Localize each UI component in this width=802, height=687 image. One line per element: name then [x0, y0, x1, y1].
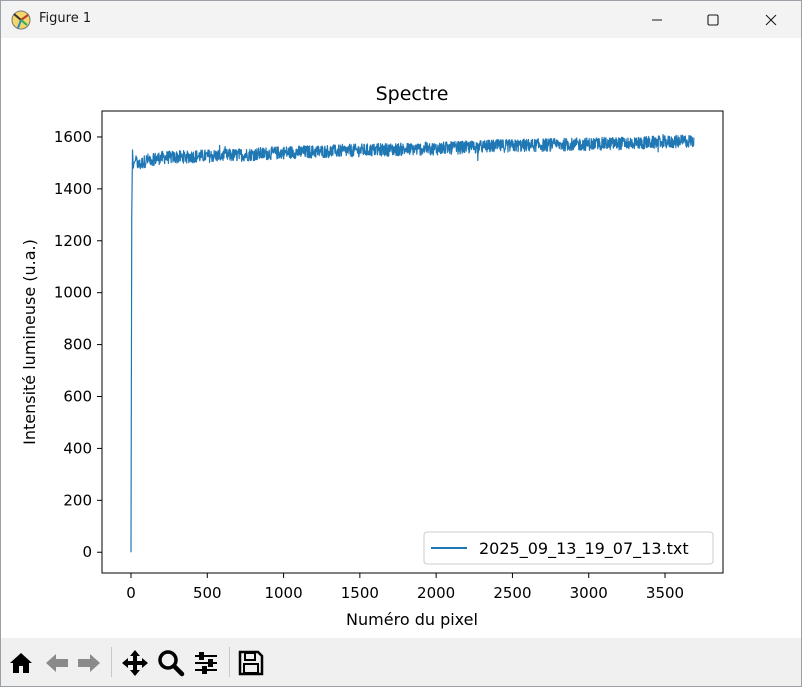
series-line-0 [130, 134, 695, 553]
save-button[interactable] [235, 647, 267, 679]
back-arrow-icon [46, 654, 68, 672]
move-icon [122, 650, 148, 676]
navigation-toolbar [1, 638, 801, 686]
x-tick-label: 3000 [570, 584, 608, 602]
toolbar-separator [111, 647, 112, 677]
minimize-button[interactable] [629, 1, 685, 38]
legend-box [423, 531, 714, 565]
configure-subplots-button[interactable] [190, 647, 222, 679]
y-axis-label: Intensité lumineuse (u.a.) [20, 239, 39, 445]
zoom-button[interactable] [155, 647, 187, 679]
x-tick-label: 1000 [264, 584, 302, 602]
y-tick-label: 600 [63, 388, 92, 406]
plot-lines [130, 134, 695, 553]
y-tick-label: 800 [63, 336, 92, 354]
window-title: Figure 1 [39, 11, 92, 26]
matplotlib-app-icon [10, 9, 32, 31]
maximize-icon [707, 13, 719, 26]
title-bar[interactable]: Figure 1 [1, 1, 801, 38]
y-tick-label: 1200 [54, 232, 92, 250]
line-chart[interactable]: 0 500 1000 1500 2000 2500 3000 3500 0 200 400 600 80… [1, 38, 801, 636]
axes-frame [101, 110, 724, 574]
back-button[interactable] [41, 647, 73, 679]
magnifier-icon [158, 650, 185, 677]
x-tick-label: 500 [193, 584, 222, 602]
chart-title: Spectre [376, 83, 449, 105]
minimize-icon [652, 19, 662, 20]
close-button[interactable] [743, 1, 799, 38]
toolbar-separator [229, 647, 230, 677]
y-tick-label: 1400 [54, 180, 92, 198]
forward-arrow-icon [78, 654, 100, 672]
forward-button[interactable] [73, 647, 105, 679]
home-button[interactable] [5, 647, 37, 679]
x-axis-label: Numéro du pixel [346, 610, 478, 629]
figure-canvas[interactable]: 0 500 1000 1500 2000 2500 3000 3500 0 200 400 600 80… [1, 38, 801, 636]
home-icon [10, 653, 32, 673]
sliders-icon [195, 652, 217, 674]
y-tick-label: 1000 [54, 284, 92, 302]
y-tick-label: 400 [63, 439, 92, 457]
x-tick-label: 2500 [493, 584, 531, 602]
floppy-disk-icon [238, 650, 264, 676]
x-tick-label: 0 [126, 584, 136, 602]
pan-button[interactable] [119, 647, 151, 679]
x-tick-label: 1500 [341, 584, 379, 602]
close-icon [765, 14, 777, 25]
y-tick-label: 1600 [54, 128, 92, 146]
x-tick-label: 2000 [417, 584, 455, 602]
maximize-button[interactable] [685, 1, 741, 38]
y-tick-label: 0 [82, 543, 92, 561]
legend-label: 2025_09_13_19_07_13.txt [479, 539, 689, 559]
y-tick-label: 200 [63, 491, 92, 509]
legend: 2025_09_13_19_07_13.txt [423, 531, 714, 565]
x-tick-label: 3500 [646, 584, 684, 602]
axis-ticks: 0 500 1000 1500 2000 2500 3000 3500 0 200 400 600 80… [54, 128, 684, 602]
